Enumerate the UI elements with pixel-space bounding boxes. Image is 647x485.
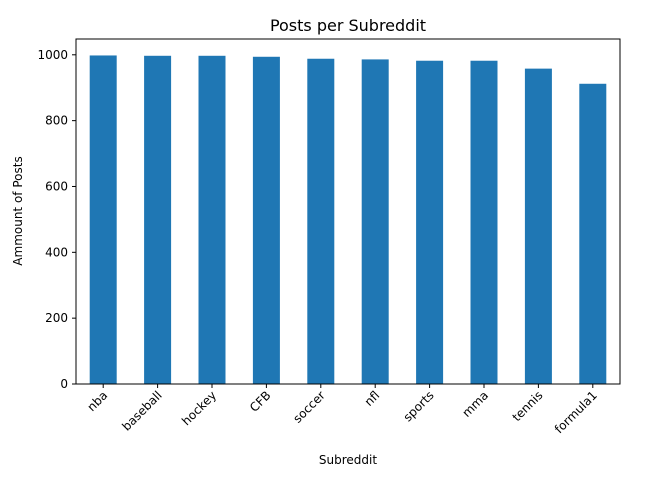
x-axis: nba baseball hockey CFB soccer nfl sports mma te…: [84, 384, 600, 436]
x-tick-label-soccer: soccer: [290, 388, 328, 426]
x-tick-label-nba: nba: [84, 388, 110, 414]
y-tick-label-1000: 1000: [37, 48, 68, 62]
bar-baseball: [144, 55, 172, 384]
bar-nba: [89, 55, 117, 385]
x-tick-label-sports: sports: [401, 388, 437, 424]
bar-tennis: [524, 68, 552, 384]
y-tick-label-600: 600: [45, 179, 68, 193]
x-tick-label-baseball: baseball: [119, 388, 164, 433]
bar-formula1: [579, 83, 607, 385]
chart-title: Posts per Subreddit: [270, 16, 426, 35]
x-tick-label-nfl: nfl: [362, 388, 383, 409]
x-tick-label-mma: mma: [459, 388, 491, 420]
x-tick-label-tennis: tennis: [510, 388, 546, 424]
y-axis-label: Ammount of Posts: [11, 156, 25, 265]
x-axis-label: Subreddit: [319, 453, 377, 467]
x-tick-label-hockey: hockey: [179, 388, 219, 428]
y-axis: 0 200 400 600 800 1000: [37, 48, 76, 391]
y-tick-label-400: 400: [45, 245, 68, 259]
bar-sports: [416, 60, 444, 384]
y-tick-label-800: 800: [45, 114, 68, 128]
bar-nfl: [361, 59, 389, 384]
bar-soccer: [307, 58, 335, 384]
bar-mma: [470, 60, 498, 384]
x-tick-label-formula1: formula1: [552, 388, 600, 436]
bar-hockey: [198, 55, 226, 384]
y-tick-label-0: 0: [60, 377, 68, 391]
bars-layer: [89, 55, 607, 385]
bar-CFB: [252, 56, 280, 384]
plot-frame: [75, 38, 621, 385]
x-tick-label-CFB: CFB: [247, 388, 274, 415]
y-tick-label-200: 200: [45, 311, 68, 325]
